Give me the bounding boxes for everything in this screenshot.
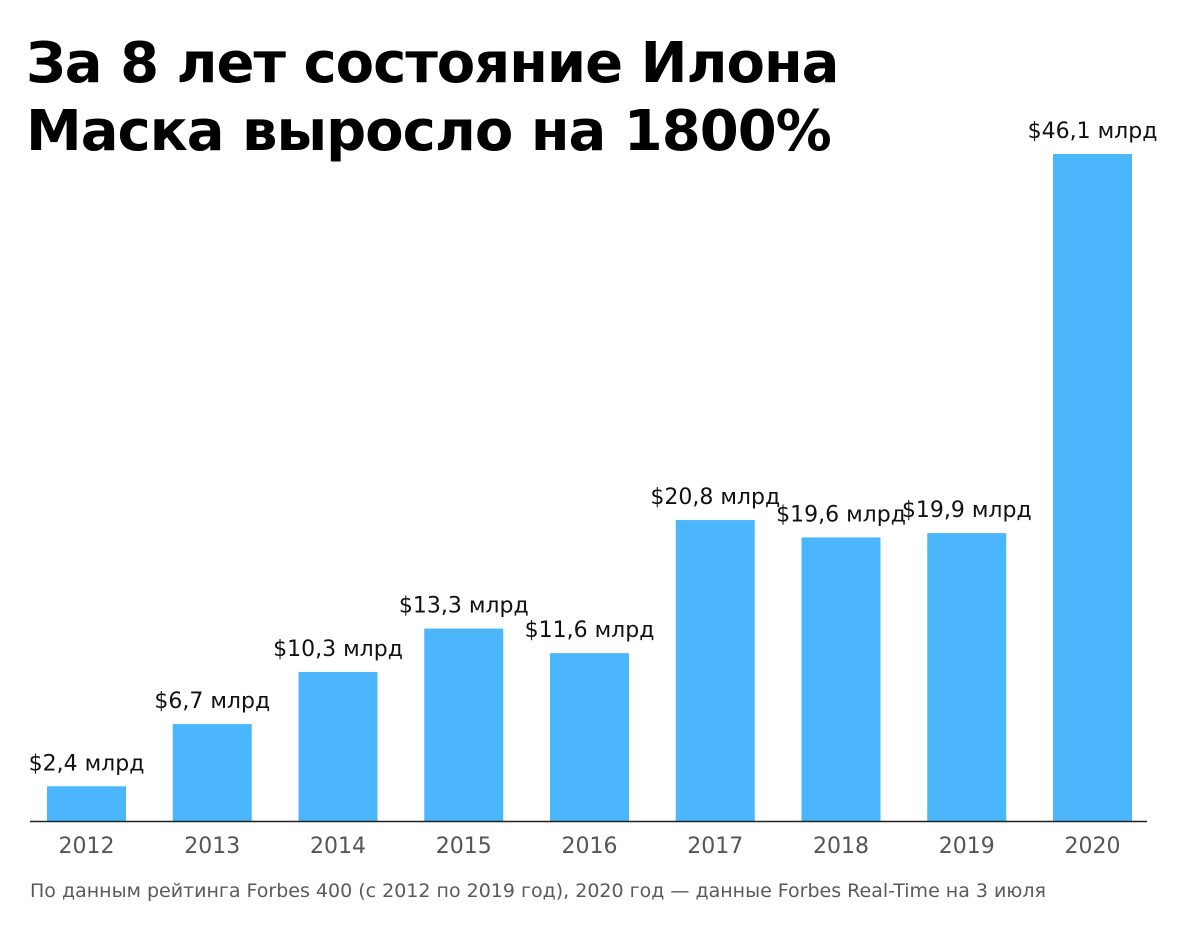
bar-2016 <box>550 653 629 821</box>
chart-title: За 8 лет состояние Илона Маска выросло н… <box>26 31 839 164</box>
x-tick-label-2019: 2019 <box>939 834 995 859</box>
data-label-2012: $2,4 млрд <box>29 751 145 776</box>
x-tick-label-2020: 2020 <box>1065 834 1121 859</box>
bar-2020 <box>1053 154 1132 821</box>
data-label-2018: $19,6 млрд <box>776 502 906 527</box>
x-tick-label-2016: 2016 <box>562 834 618 859</box>
data-label-2013: $6,7 млрд <box>154 689 270 714</box>
data-label-2016: $11,6 млрд <box>525 618 655 643</box>
data-label-2014: $10,3 млрд <box>273 637 403 662</box>
x-tick-label-2017: 2017 <box>687 834 743 859</box>
x-tick-label-2012: 2012 <box>59 834 115 859</box>
data-label-2019: $19,9 млрд <box>902 498 1032 523</box>
data-label-2020: $46,1 млрд <box>1028 119 1158 144</box>
bar-2017 <box>675 520 755 821</box>
x-tick-label-2013: 2013 <box>184 834 240 859</box>
source-note: По данным рейтинга Forbes 400 (с 2012 по… <box>30 880 1046 902</box>
data-label-2015: $13,3 млрд <box>399 594 529 619</box>
x-tick-label-2015: 2015 <box>436 834 492 859</box>
x-tick-label-2014: 2014 <box>310 834 366 859</box>
bar-2013 <box>172 724 252 821</box>
bar-2015 <box>424 628 504 821</box>
bar-2012 <box>47 786 126 821</box>
x-tick-label-2018: 2018 <box>813 834 869 859</box>
bar-2018 <box>801 537 881 821</box>
bar-2014 <box>298 671 378 821</box>
data-label-2017: $20,8 млрд <box>650 485 780 510</box>
bar-2019 <box>927 533 1007 821</box>
